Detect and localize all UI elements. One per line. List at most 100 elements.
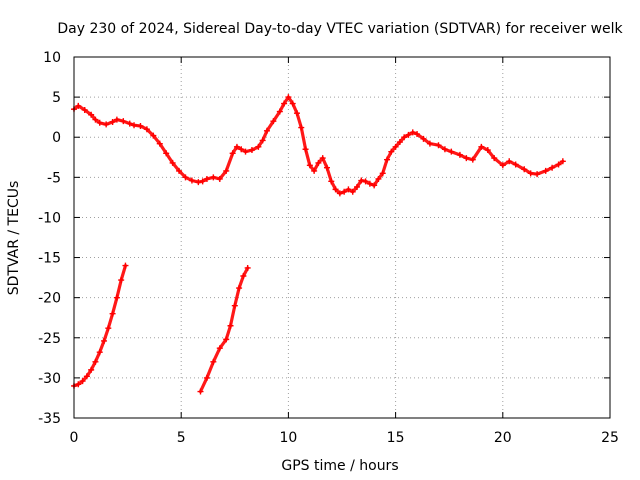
x-axis-label: GPS time / hours	[281, 458, 398, 474]
data-point	[448, 148, 455, 155]
data-point	[263, 127, 270, 134]
y-tick-label: 0	[52, 130, 61, 146]
data-point	[384, 156, 391, 163]
data-point	[210, 358, 217, 365]
data-point	[259, 137, 266, 144]
series-line	[72, 264, 128, 388]
series-main-trace	[71, 94, 566, 197]
y-tick-label: 5	[52, 90, 61, 106]
data-point	[182, 174, 189, 181]
data-point	[223, 167, 230, 174]
series-segment-2	[197, 264, 251, 395]
data-point	[233, 143, 240, 150]
grid-lines	[74, 57, 610, 418]
data-point	[349, 188, 356, 195]
data-point	[341, 188, 348, 195]
data-point	[441, 146, 448, 153]
data-point	[120, 118, 127, 125]
y-tick-labels: 10 5 0 -5 -10 -15 -20 -25 -30 -35	[38, 50, 61, 427]
data-point	[405, 131, 412, 138]
data-point	[88, 366, 95, 373]
data-point	[131, 122, 138, 129]
x-tick-label: 0	[70, 430, 79, 446]
data-point	[319, 155, 326, 162]
x-tick-label: 15	[387, 430, 405, 446]
series-group	[71, 94, 566, 395]
data-point	[75, 381, 82, 388]
data-point	[156, 140, 163, 147]
data-point	[469, 156, 476, 163]
data-point	[238, 146, 245, 153]
data-point	[332, 186, 339, 193]
data-point	[244, 264, 251, 271]
data-point	[456, 151, 463, 158]
data-point	[143, 126, 150, 133]
y-tick-label: -10	[38, 210, 61, 226]
y-tick-label: -15	[38, 251, 61, 267]
data-point	[137, 122, 144, 129]
data-point	[203, 374, 210, 381]
data-point	[195, 179, 202, 186]
x-tick-label: 20	[494, 430, 512, 446]
series-line	[198, 266, 250, 394]
data-point	[176, 167, 183, 174]
data-point	[197, 388, 204, 395]
data-point	[542, 167, 549, 174]
data-point	[371, 182, 378, 189]
data-point	[281, 100, 288, 107]
data-point	[109, 118, 116, 125]
data-point	[122, 262, 129, 269]
data-point	[150, 132, 157, 139]
x-tick-labels: 0 5 10 15 20 25	[70, 430, 619, 446]
data-point	[113, 116, 120, 123]
chart-title: Day 230 of 2024, Sidereal Day-to-day VTE…	[57, 21, 623, 37]
data-point	[401, 134, 408, 141]
data-point	[88, 111, 95, 118]
data-point	[379, 170, 386, 177]
data-point	[345, 186, 352, 193]
data-point	[328, 178, 335, 185]
data-point	[270, 118, 277, 125]
x-tick-label: 5	[177, 430, 186, 446]
data-point	[559, 158, 566, 165]
data-point	[527, 170, 534, 177]
data-point	[75, 102, 82, 109]
data-point	[512, 161, 519, 168]
data-point	[216, 175, 223, 182]
data-point	[366, 180, 373, 187]
data-point	[105, 325, 112, 332]
data-point	[216, 345, 223, 352]
data-point	[362, 178, 369, 185]
data-point	[499, 162, 506, 169]
series-segment-1	[71, 262, 129, 389]
data-point	[109, 310, 116, 317]
data-point	[227, 322, 234, 329]
data-point	[521, 166, 528, 173]
data-point	[375, 175, 382, 182]
data-point	[113, 294, 120, 301]
data-point	[293, 110, 300, 117]
series-line	[72, 95, 565, 195]
data-point	[92, 116, 99, 123]
data-point	[491, 155, 498, 162]
data-point	[289, 100, 296, 107]
data-point	[203, 175, 210, 182]
data-point	[435, 142, 442, 149]
data-point	[315, 159, 322, 166]
data-point	[169, 159, 176, 166]
x-tick-label: 25	[601, 430, 619, 446]
data-point	[210, 174, 217, 181]
y-tick-label: -25	[38, 331, 61, 347]
data-point	[388, 148, 395, 155]
data-point	[163, 150, 170, 157]
x-tick-label: 10	[279, 430, 297, 446]
data-point	[96, 349, 103, 356]
data-point	[323, 164, 330, 171]
data-point	[81, 106, 88, 113]
data-point	[79, 378, 86, 385]
data-point	[236, 285, 243, 292]
axis-ticks	[73, 56, 611, 419]
data-point	[555, 161, 562, 168]
data-point	[276, 108, 283, 115]
